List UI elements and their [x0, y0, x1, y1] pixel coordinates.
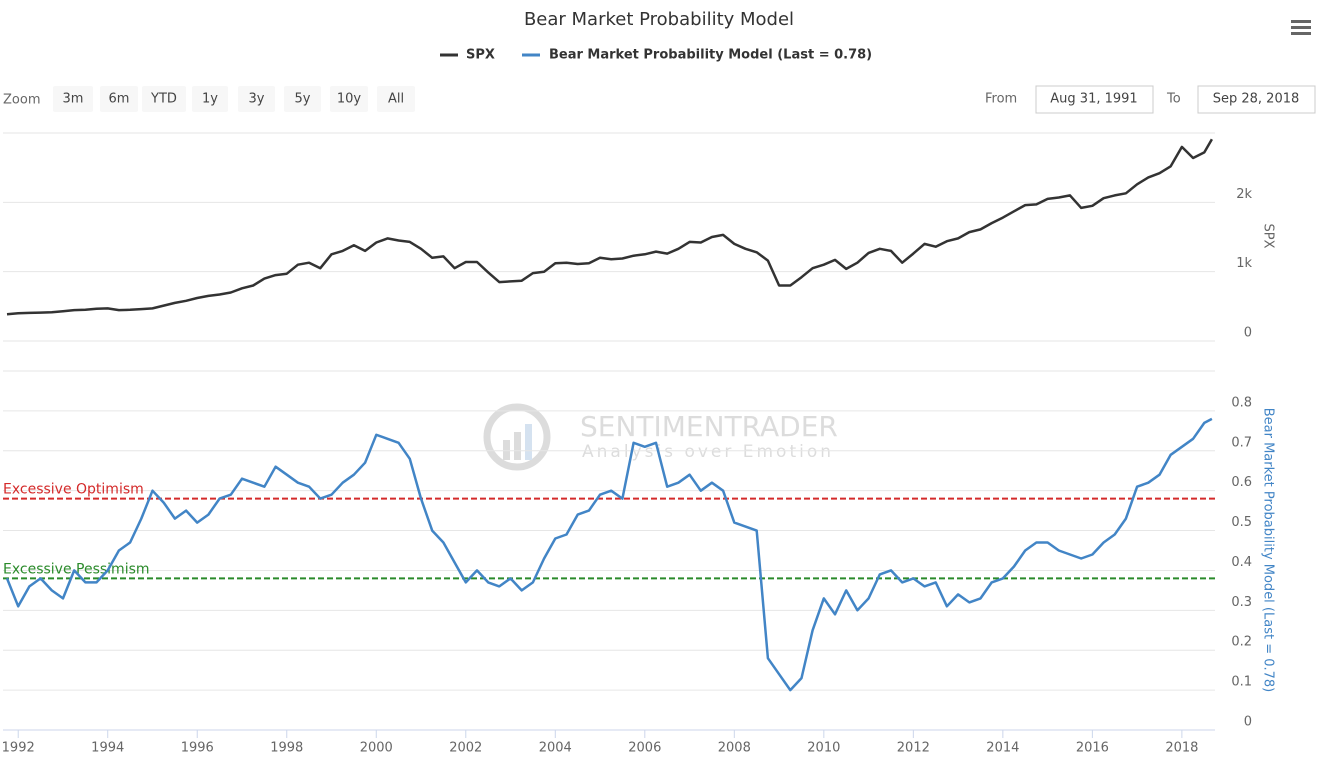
series-line — [5, 417, 1213, 692]
from-label: From — [985, 92, 1017, 107]
plot-line-label: Excessive Optimism — [3, 482, 144, 498]
y2-tick-label: 0.7 — [1231, 435, 1252, 450]
y2-tick-label: 0 — [1244, 715, 1252, 730]
zoom-button-label: 6m — [109, 92, 130, 107]
y2-tick-label: 0.8 — [1231, 395, 1252, 410]
to-label: To — [1166, 92, 1181, 107]
watermark-subtitle: Analysis over Emotion — [582, 442, 834, 462]
y2-tick-label: 0.6 — [1231, 475, 1252, 490]
watermark: SENTIMENTRADER Analysis over Emotion — [483, 403, 838, 471]
x-tick-label: 2000 — [360, 741, 393, 756]
zoom-button[interactable] — [192, 86, 228, 112]
x-tick-label: 2006 — [628, 741, 661, 756]
legend-label: SPX — [466, 48, 495, 63]
menu-button[interactable] — [1290, 18, 1312, 36]
zoom-button-label: YTD — [150, 92, 177, 107]
y2-tick-label: 0.1 — [1231, 675, 1252, 690]
zoom-button[interactable] — [53, 86, 93, 112]
zoom-button[interactable] — [377, 86, 415, 112]
zoom-button-label: 3m — [63, 92, 84, 107]
y-axis-title: SPX — [1261, 224, 1276, 249]
x-tick-label: 2004 — [539, 741, 572, 756]
zoom-button[interactable] — [330, 86, 368, 112]
zoom-button-label: 5y — [295, 92, 311, 107]
x-tick-label: 1998 — [270, 741, 303, 756]
y-tick-label: 1k — [1236, 256, 1252, 271]
y2-tick-label: 0.5 — [1231, 515, 1252, 530]
x-tick-label: 1994 — [91, 741, 124, 756]
zoom-button[interactable] — [142, 86, 186, 112]
x-tick-label: 2014 — [986, 741, 1019, 756]
y2-tick-label: 0.4 — [1231, 555, 1252, 570]
zoom-button[interactable] — [100, 86, 138, 112]
zoom-button-label: 10y — [337, 92, 362, 107]
zoom-button[interactable] — [238, 86, 275, 112]
x-tick-label: 1996 — [181, 741, 214, 756]
x-tick-label: 2010 — [807, 741, 840, 756]
legend-label: Bear Market Probability Model (Last = 0.… — [549, 48, 872, 63]
x-tick-label: 2012 — [897, 741, 930, 756]
zoom-button[interactable] — [284, 86, 321, 112]
x-tick-label: 1992 — [2, 741, 35, 756]
y2-tick-label: 0.2 — [1231, 635, 1252, 650]
y-tick-label: 2k — [1236, 187, 1252, 202]
from-input[interactable] — [1035, 85, 1154, 114]
y-tick-label: 0 — [1244, 326, 1252, 341]
zoom-button-label: 1y — [202, 92, 218, 107]
zoom-button-label: 3y — [249, 92, 265, 107]
x-tick-label: 2016 — [1076, 741, 1109, 756]
zoom-button-label: All — [388, 92, 404, 107]
series-line — [6, 138, 1213, 316]
watermark-title: SENTIMENTRADER — [580, 410, 838, 443]
x-tick-label: 2008 — [718, 741, 751, 756]
x-tick-label: 2018 — [1165, 741, 1198, 756]
y2-axis-title: Bear Market Probability Model (Last = 0.… — [1261, 408, 1276, 693]
zoom-label: Zoom — [3, 93, 40, 108]
to-input[interactable] — [1197, 85, 1316, 114]
y2-tick-label: 0.3 — [1231, 595, 1252, 610]
chart-title: Bear Market Probability Model — [524, 9, 794, 30]
plot-line-label: Excessive Pessimism — [3, 561, 150, 577]
to-date: Sep 28, 2018 — [1213, 92, 1300, 107]
x-tick-label: 2002 — [449, 741, 482, 756]
from-date: Aug 31, 1991 — [1050, 92, 1137, 107]
